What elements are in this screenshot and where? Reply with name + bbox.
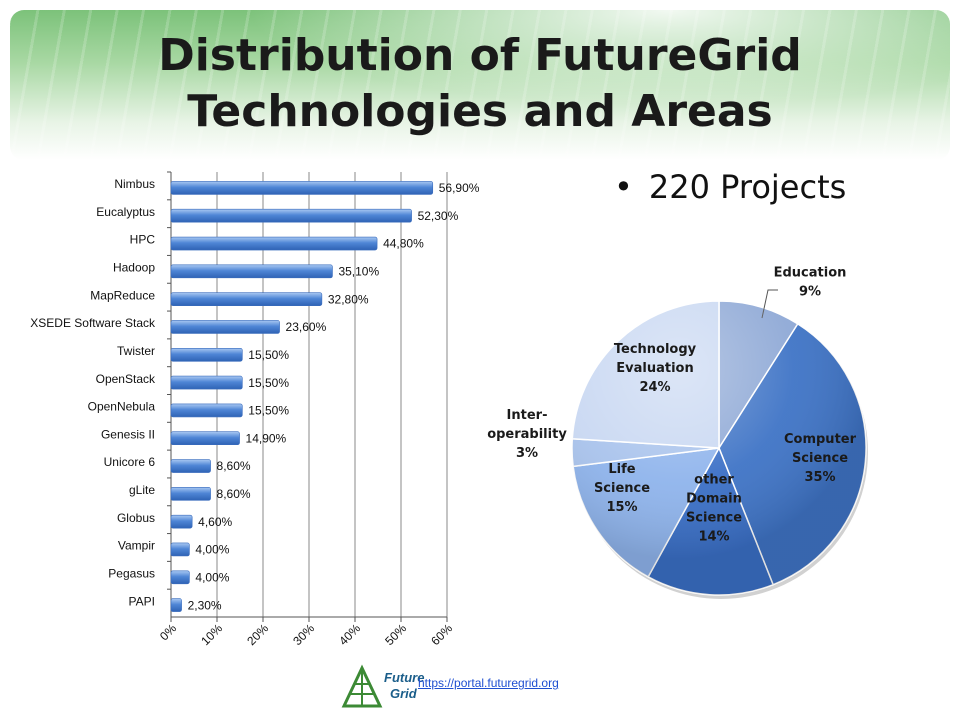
bar (170, 320, 280, 334)
value-label: 56,90% (439, 181, 480, 195)
bar (170, 347, 243, 362)
slide-title: Distribution of FutureGrid Technologies … (0, 28, 960, 140)
value-label: 35,10% (338, 265, 379, 279)
bar (170, 487, 211, 501)
category-label: Hadoop (113, 261, 155, 275)
bullet-text: 220 Projects (648, 168, 847, 206)
pie-slice-label: Computer Science 35% (784, 432, 857, 485)
logo-grid-icon (341, 664, 383, 708)
bar (170, 459, 211, 473)
pie-slice-label: other Domain Science 14% (686, 473, 742, 545)
category-label: Twister (117, 344, 155, 358)
bar (170, 542, 190, 557)
title-line-1: Distribution of FutureGrid (158, 30, 802, 81)
value-label: 4,00% (195, 543, 229, 557)
category-label: OpenNebula (88, 400, 156, 414)
value-label: 52,30% (418, 209, 459, 223)
bar (170, 264, 333, 279)
category-label: PAPI (129, 594, 155, 608)
portal-link[interactable]: https://portal.futuregrid.org (418, 676, 559, 690)
header-band (10, 10, 950, 160)
value-label: 4,00% (195, 570, 229, 584)
category-label: gLite (129, 483, 155, 497)
value-label: 2,30% (188, 598, 222, 612)
value-label: 23,60% (286, 320, 327, 334)
bar (170, 208, 412, 223)
category-label: Vampir (118, 539, 155, 553)
value-label: 8,60% (217, 459, 251, 473)
bar (170, 375, 243, 390)
bar (170, 570, 190, 585)
category-label: Globus (117, 511, 155, 525)
logo-text-grid: Grid (390, 686, 418, 701)
category-label: Nimbus (114, 177, 155, 191)
bar (170, 181, 434, 195)
category-label: XSEDE Software Stack (30, 316, 156, 330)
value-label: 14,90% (246, 431, 287, 445)
bar (170, 598, 182, 612)
logo-text-future: Future (384, 670, 424, 685)
futuregrid-logo: Future Grid (341, 664, 424, 708)
pie-slice-label: Life Science 15% (594, 462, 650, 515)
bar (170, 514, 193, 529)
value-label: 8,60% (217, 487, 251, 501)
title-line-2: Technologies and Areas (187, 86, 773, 137)
value-label: 4,60% (198, 515, 232, 529)
category-label: Eucalyptus (96, 205, 155, 219)
pie-slice-label: Inter-operability 3% (487, 408, 567, 461)
category-label: Genesis II (101, 427, 155, 441)
bullet-dot-icon: • (614, 168, 633, 206)
category-label: Pegasus (108, 566, 155, 580)
bar (170, 431, 240, 446)
bar (170, 403, 243, 418)
category-label: MapReduce (90, 288, 155, 302)
bullet-item: • 220 Projects (614, 168, 846, 206)
bar (170, 292, 323, 306)
value-label: 32,80% (328, 292, 369, 306)
pie-slice-label: Technology Evaluation 24% (614, 342, 697, 395)
value-label: 44,80% (383, 237, 424, 251)
value-label: 15,50% (248, 404, 289, 418)
pie-slice-label: Education 9% (774, 266, 847, 300)
value-label: 15,50% (248, 376, 289, 390)
category-label: HPC (130, 233, 156, 247)
bar (170, 236, 378, 251)
value-label: 15,50% (248, 348, 289, 362)
category-label: Unicore 6 (104, 455, 156, 469)
category-label: OpenStack (96, 372, 156, 386)
